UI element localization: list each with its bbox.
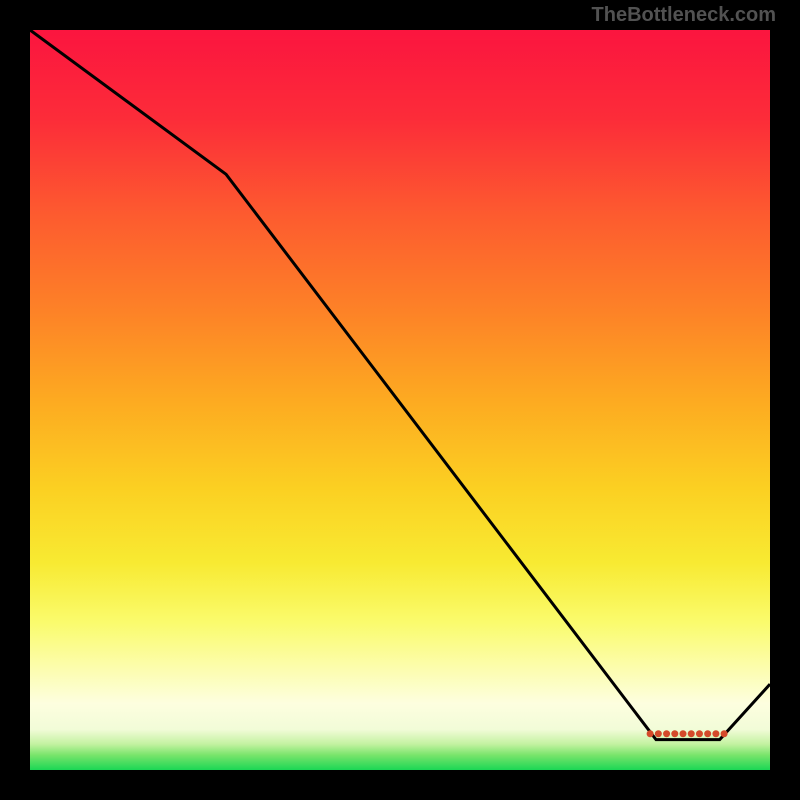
plot-area bbox=[30, 30, 770, 770]
watermark-text: TheBottleneck.com bbox=[592, 4, 776, 27]
gradient-line-chart bbox=[30, 30, 770, 770]
chart-marker bbox=[712, 730, 719, 737]
chart-marker bbox=[663, 730, 670, 737]
chart-marker bbox=[688, 730, 695, 737]
gradient-background bbox=[30, 30, 770, 770]
chart-marker bbox=[647, 730, 654, 737]
chart-marker bbox=[655, 730, 662, 737]
chart-marker bbox=[680, 730, 687, 737]
chart-marker bbox=[671, 730, 678, 737]
chart-marker bbox=[696, 730, 703, 737]
chart-marker bbox=[721, 730, 728, 737]
chart-marker bbox=[704, 730, 711, 737]
chart-container: TheBottleneck.com bbox=[0, 0, 800, 800]
